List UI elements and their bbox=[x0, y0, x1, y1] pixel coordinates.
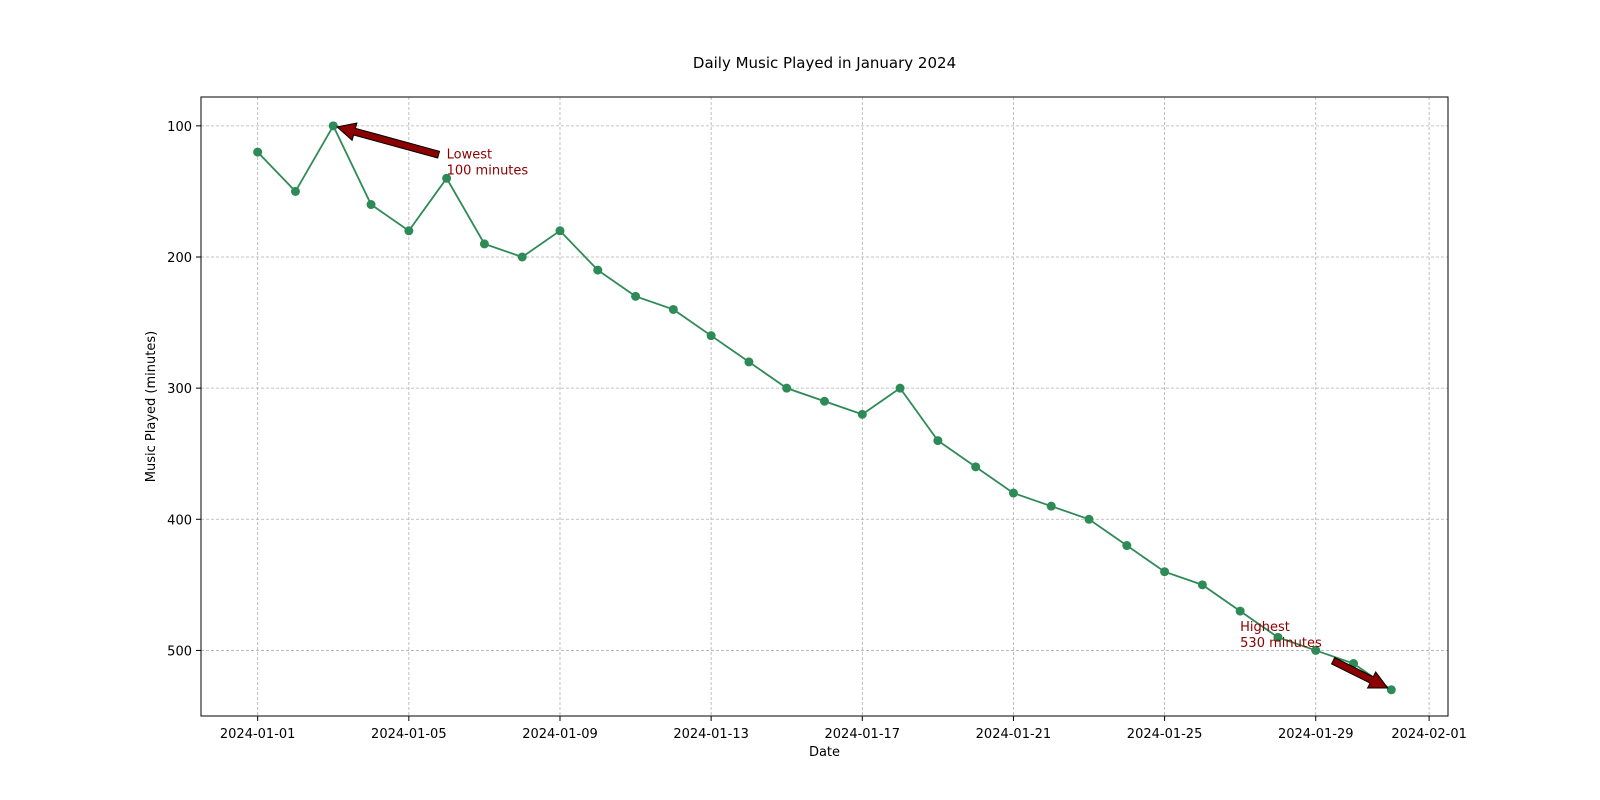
data-point bbox=[517, 252, 527, 262]
data-point bbox=[1197, 580, 1207, 590]
data-point bbox=[1046, 501, 1056, 511]
annotation-line: 530 minutes bbox=[1240, 636, 1322, 651]
annotation-line: 100 minutes bbox=[447, 164, 529, 179]
chart-title: Daily Music Played in January 2024 bbox=[693, 54, 956, 72]
data-point bbox=[857, 409, 867, 419]
x-tick-label: 2024-01-17 bbox=[825, 727, 901, 742]
annotation-arrow bbox=[336, 122, 441, 159]
data-point bbox=[1122, 541, 1132, 551]
data-point bbox=[555, 226, 565, 236]
data-point bbox=[1008, 488, 1018, 498]
y-tick-label: 300 bbox=[167, 382, 192, 397]
data-point bbox=[933, 436, 943, 446]
x-tick-label: 2024-01-01 bbox=[220, 727, 296, 742]
data-point bbox=[442, 173, 452, 183]
grid-layer bbox=[201, 97, 1448, 716]
annotation-line: Highest bbox=[1240, 620, 1290, 635]
x-tick-label: 2024-01-29 bbox=[1278, 727, 1354, 742]
y-tick-label: 500 bbox=[167, 644, 192, 659]
data-point bbox=[1311, 645, 1321, 655]
data-point bbox=[668, 304, 678, 314]
x-tick-label: 2024-01-13 bbox=[673, 727, 749, 742]
data-point bbox=[1084, 514, 1094, 524]
annotation-layer: Lowest 100 minutes Highest 530 minutes bbox=[336, 122, 1389, 689]
x-tick-label: 2024-01-05 bbox=[371, 727, 447, 742]
data-point bbox=[328, 121, 338, 131]
data-point bbox=[820, 396, 829, 406]
data-point bbox=[895, 383, 905, 393]
plot-frame bbox=[200, 96, 1449, 717]
annotation-label: Lowest 100 minutes bbox=[447, 148, 529, 179]
x-tick-label: 2024-01-25 bbox=[1127, 727, 1203, 742]
y-tick-label: 200 bbox=[167, 251, 192, 266]
data-point bbox=[782, 383, 792, 393]
y-tick-label: 100 bbox=[167, 120, 192, 135]
data-point bbox=[631, 291, 641, 301]
data-point bbox=[593, 265, 603, 275]
y-tick-label: 400 bbox=[167, 513, 192, 528]
data-point bbox=[404, 226, 414, 236]
data-point bbox=[971, 462, 981, 472]
series-layer bbox=[253, 121, 1396, 695]
data-point bbox=[706, 331, 716, 341]
data-point bbox=[1235, 606, 1245, 616]
x-axis-ticks: 2024-01-01 2024-01-05 2024-01-09 2024-01-13… bbox=[220, 716, 1467, 742]
annotation-line: Lowest bbox=[447, 148, 492, 163]
x-tick-label: 2024-02-01 bbox=[1391, 727, 1467, 742]
data-point bbox=[366, 200, 376, 210]
data-point bbox=[1386, 685, 1396, 695]
x-tick-label: 2024-01-09 bbox=[522, 727, 598, 742]
data-point bbox=[1273, 632, 1283, 642]
data-point bbox=[253, 147, 263, 157]
annotation-label: Highest 530 minutes bbox=[1240, 620, 1322, 651]
series-line bbox=[257, 123, 1392, 691]
data-point bbox=[479, 239, 489, 249]
data-point bbox=[1160, 567, 1170, 577]
annotation-arrow bbox=[1330, 656, 1389, 689]
y-axis-title: Music Played (minutes) bbox=[144, 331, 159, 482]
y-axis-ticks: 100 200 300 400 500 bbox=[167, 120, 201, 659]
x-tick-label: 2024-01-21 bbox=[976, 727, 1052, 742]
data-point bbox=[290, 186, 300, 196]
data-point bbox=[744, 357, 754, 367]
x-axis-title: Date bbox=[809, 745, 840, 760]
